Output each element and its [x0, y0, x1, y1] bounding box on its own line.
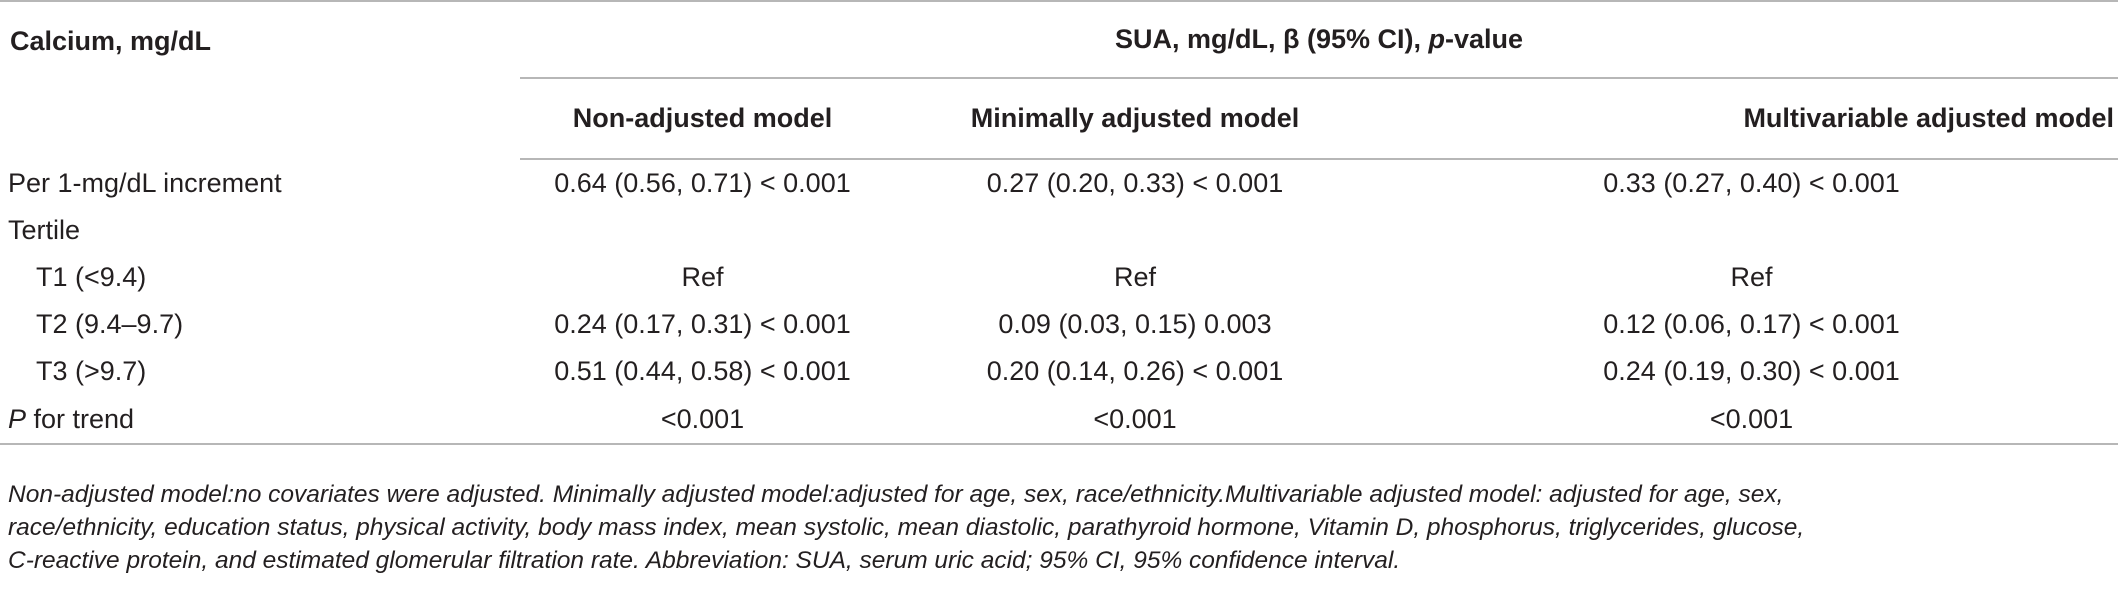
- cell-value: 0.51 (0.44, 0.58) < 0.001: [554, 356, 851, 386]
- cell-value: [885, 207, 1385, 254]
- cell-value: 0.33 (0.27, 0.40) < 0.001: [1603, 168, 1900, 198]
- table-row-trend: P for trend <0.001 <0.001 <0.001: [0, 395, 2118, 445]
- cell-value: 0.09 (0.03, 0.15) 0.003: [998, 309, 1272, 339]
- column-header-multivariable-adjusted: Multivariable adjusted model: [1385, 78, 2118, 160]
- footnote-line: Non-adjusted model:no covariates were ad…: [8, 481, 1784, 508]
- row-label: T3 (>9.7): [36, 356, 147, 386]
- row-label-trend: P for trend: [0, 395, 520, 445]
- cell-value: 0.24 (0.19, 0.30) < 0.001: [1603, 356, 1900, 386]
- cell-value: <0.001: [520, 395, 885, 445]
- table-row: T1 (<9.4) Ref Ref Ref: [0, 254, 2118, 301]
- cell-value: [520, 207, 885, 254]
- cell-value: <0.001: [885, 395, 1385, 445]
- cell-value: <0.001: [1385, 395, 2118, 445]
- cell-value: [1385, 207, 2118, 254]
- row-label: T1 (<9.4): [36, 262, 147, 292]
- cell-value: 0.24 (0.17, 0.31) < 0.001: [554, 309, 851, 339]
- cell-value: 0.20 (0.14, 0.26) < 0.001: [986, 356, 1284, 386]
- cell-value: 0.64 (0.56, 0.71) < 0.001: [554, 168, 851, 198]
- column-header-non-adjusted: Non-adjusted model: [520, 78, 885, 160]
- span-header-sua: SUA, mg/dL, β (95% CI), p-value: [520, 0, 2118, 79]
- table-row: Tertile: [0, 207, 2118, 254]
- table-row: Per 1-mg/dL increment 0.64 (0.56, 0.71) …: [0, 159, 2118, 207]
- table-row: T3 (>9.7) 0.51 (0.44, 0.58) < 0.001 0.20…: [0, 348, 2118, 395]
- footnote-line: race/ethnicity, education status, physic…: [8, 514, 1805, 541]
- row-header-calcium: Calcium, mg/dL: [0, 0, 520, 159]
- cell-value: Ref: [1113, 262, 1157, 292]
- cell-value: 0.12 (0.06, 0.17) < 0.001: [1603, 309, 1900, 339]
- footnote-line: C-reactive protein, and estimated glomer…: [8, 547, 1401, 574]
- row-label: Tertile: [8, 215, 81, 245]
- table-footnote: Non-adjusted model:no covariates were ad…: [8, 478, 2112, 577]
- column-header-minimally-adjusted: Minimally adjusted model: [885, 78, 1385, 160]
- cell-value: Ref: [1730, 262, 1773, 292]
- row-label: T2 (9.4–9.7): [36, 309, 184, 339]
- row-label: Per 1-mg/dL increment: [8, 167, 282, 198]
- table-row: T2 (9.4–9.7) 0.24 (0.17, 0.31) < 0.001 0…: [0, 301, 2118, 348]
- cell-value: Ref: [681, 262, 724, 292]
- results-table: Calcium, mg/dL SUA, mg/dL, β (95% CI), p…: [0, 0, 2118, 445]
- cell-value: 0.27 (0.20, 0.33) < 0.001: [986, 168, 1284, 198]
